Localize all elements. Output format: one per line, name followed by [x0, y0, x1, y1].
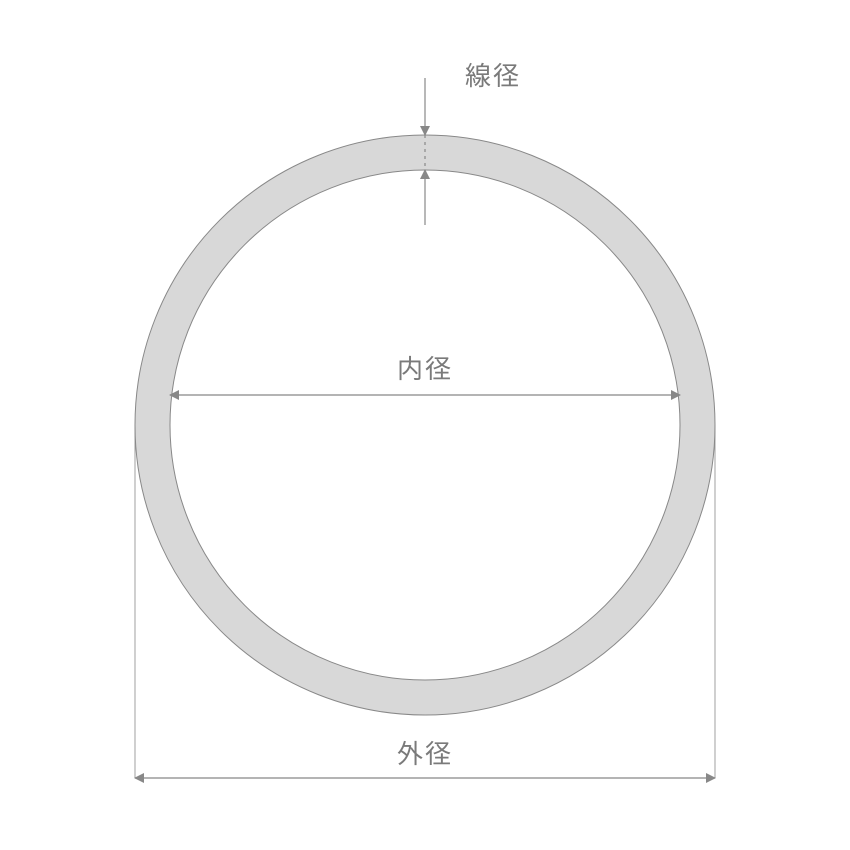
outer-diameter-label: 外径 — [397, 734, 453, 771]
inner-diameter-label: 内径 — [397, 349, 453, 386]
ring-dimension-diagram: 内径外径 線径 — [0, 0, 850, 850]
wire-diameter-label: 線径 — [465, 56, 521, 93]
